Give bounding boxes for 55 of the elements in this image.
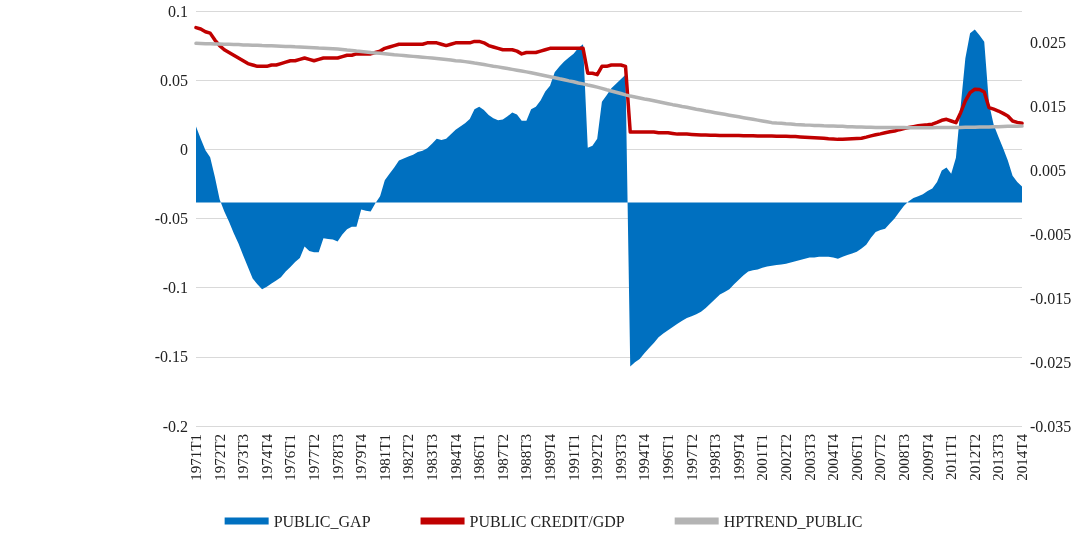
x-tick-label: 1973T3 xyxy=(235,434,252,481)
x-tick-label: 2003T3 xyxy=(801,434,818,481)
x-tick-label: 1977T2 xyxy=(306,434,322,481)
x-tick-label: 1996T1 xyxy=(660,434,676,481)
x-tick-label: 2007T2 xyxy=(872,434,889,481)
x-tick-label: 1976T1 xyxy=(282,434,299,481)
x-tick-label: 2004T4 xyxy=(825,433,842,481)
x-tick-label: 1999T4 xyxy=(730,433,747,481)
y2-tick-label: -0.005 xyxy=(1030,225,1072,243)
x-tick-label: 2014T4 xyxy=(1014,433,1030,481)
y-tick-label: -0.05 xyxy=(154,210,188,227)
y-tick-label: -0.2 xyxy=(162,417,188,435)
x-tick-label: 1974T4 xyxy=(258,433,275,481)
y-tick-label: 0.1 xyxy=(168,2,188,20)
x-tick-label: 1979T4 xyxy=(353,433,370,481)
x-tick-label: 1972T2 xyxy=(211,434,228,481)
x-tick-label: 1993T3 xyxy=(612,434,629,481)
x-tick-label: 1986T1 xyxy=(471,434,488,481)
y2-tick-label: 0.005 xyxy=(1030,162,1066,180)
x-tick-label: 1988T3 xyxy=(518,434,535,481)
x-tick-label: 1998T3 xyxy=(707,434,724,481)
x-tick-label: 1982T2 xyxy=(400,434,417,481)
x-tick-label: 1983T3 xyxy=(424,434,440,481)
line-series xyxy=(194,25,1024,142)
y-tick-label: -0.15 xyxy=(154,348,188,366)
x-tick-label: 1987T2 xyxy=(494,434,511,481)
x-tick-label: 1984T4 xyxy=(447,433,464,481)
x-tick-label: 2001T1 xyxy=(754,434,771,481)
x-tick-label: 2012T2 xyxy=(966,434,983,481)
legend-label: PUBLIC_GAP xyxy=(273,512,371,530)
y-tick-label: 0.05 xyxy=(160,71,188,89)
y2-tick-label: -0.035 xyxy=(1030,417,1072,435)
x-tick-label: 1989T4 xyxy=(542,433,558,481)
x-tick-label: 1978T3 xyxy=(329,434,346,481)
x-tick-label: 1992T2 xyxy=(589,434,606,481)
x-tick-label: 2008T3 xyxy=(896,434,912,481)
x-tick-label: 1981T1 xyxy=(376,434,393,481)
y2-tick-label: -0.015 xyxy=(1030,289,1072,307)
legend-label: PUBLIC CREDIT/GDP xyxy=(469,512,625,530)
x-tick-label: 2013T3 xyxy=(990,434,1007,481)
x-tick-label: 2006T1 xyxy=(848,434,865,481)
y-tick-label: -0.1 xyxy=(162,279,188,297)
x-tick-label: 1971T1 xyxy=(188,434,204,481)
y2-tick-label: -0.025 xyxy=(1030,353,1072,371)
line-series xyxy=(194,41,1024,130)
x-tick-label: 2002T2 xyxy=(778,434,794,481)
x-tick-label: 2009T4 xyxy=(919,433,936,481)
y2-tick-label: 0.025 xyxy=(1030,34,1066,52)
y-tick-label: 0 xyxy=(180,140,188,158)
x-tick-label: 1994T4 xyxy=(636,433,653,481)
x-tick-label: 2011T1 xyxy=(943,434,960,481)
x-tick-label: 1991T1 xyxy=(565,434,582,481)
x-tick-label: 1997T2 xyxy=(683,434,700,481)
legend-label: HPTREND_PUBLIC xyxy=(723,512,863,530)
y2-tick-label: 0.015 xyxy=(1030,98,1066,116)
